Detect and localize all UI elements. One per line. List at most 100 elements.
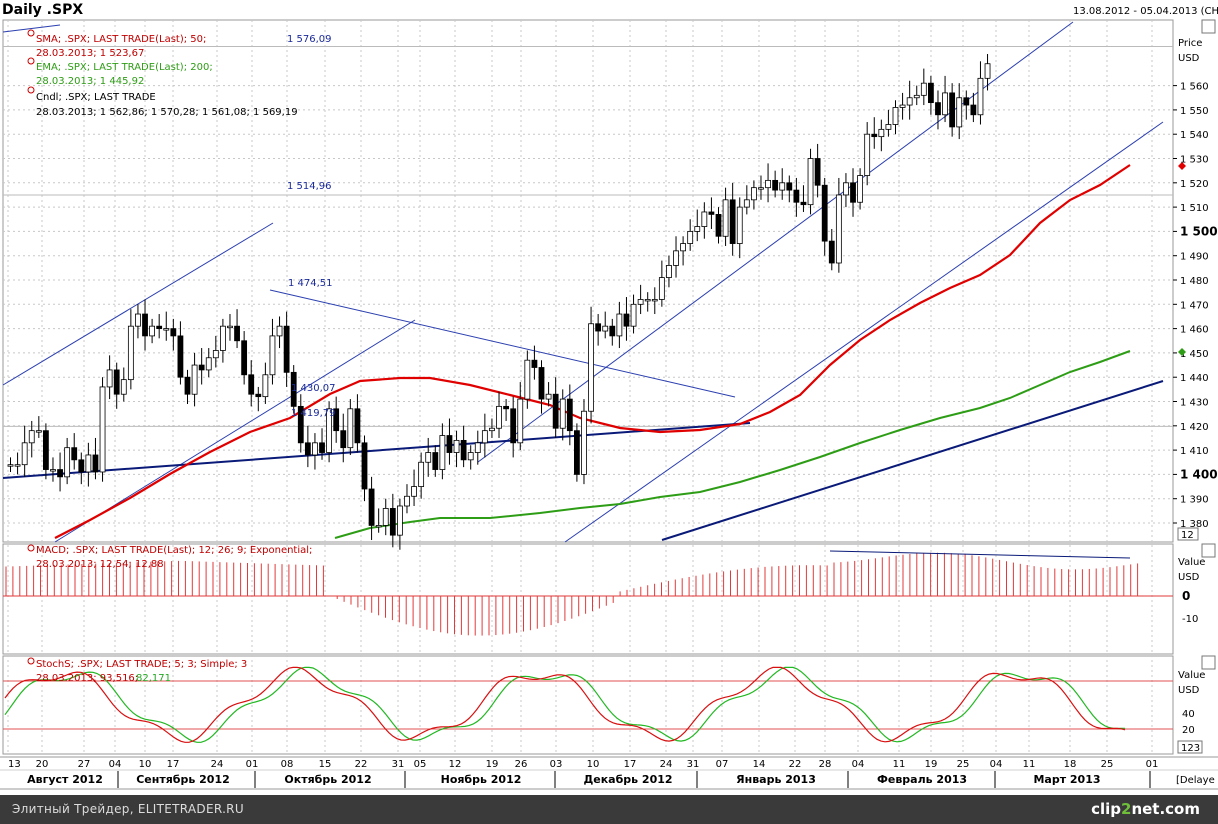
date-tick-label: 04 xyxy=(990,759,1003,770)
candle-body xyxy=(418,461,425,487)
candle-body xyxy=(510,408,517,444)
price-axis-unit: USD xyxy=(1178,53,1200,64)
candle-body xyxy=(396,505,403,536)
candle-body xyxy=(219,325,226,351)
price-tick-label: 1 520 xyxy=(1180,179,1209,190)
channel-line xyxy=(2,24,61,33)
candle-body xyxy=(333,408,340,432)
footer-bar: Элитный Трейдер, ELITETRADER.RU clip2net… xyxy=(0,795,1218,824)
date-tick-label: 10 xyxy=(139,759,152,770)
candle-body xyxy=(651,299,658,302)
candle-body xyxy=(92,454,99,473)
level-1474: 1 474,51 xyxy=(288,278,333,289)
candle-body xyxy=(113,369,120,395)
candle-body xyxy=(106,369,113,388)
candle-body xyxy=(736,206,743,244)
price-tick-label: 1 480 xyxy=(1180,276,1209,287)
price-tick-label: 1 450 xyxy=(1180,349,1209,360)
stoch-legend-line2a: 28.03.2013; 93,516; xyxy=(36,673,138,684)
candle-body xyxy=(184,376,191,395)
date-tick-label: 24 xyxy=(211,759,224,770)
macd-tick-label: 0 xyxy=(1182,589,1190,603)
grid-lines xyxy=(3,20,1173,754)
month-label: Сентябрь 2012 xyxy=(136,773,230,786)
date-range: 13.08.2012 - 05.04.2013 (CHG xyxy=(1073,6,1218,17)
candle-body xyxy=(135,313,141,327)
candle-body xyxy=(913,94,920,99)
candle-body xyxy=(637,299,644,305)
price-tick-label: 1 400 xyxy=(1180,467,1218,481)
candle-body xyxy=(779,182,786,191)
price-tick-label: 1 440 xyxy=(1180,373,1209,384)
candle-body xyxy=(715,213,722,237)
candle-body xyxy=(850,182,856,203)
date-tick-label: 25 xyxy=(957,759,970,770)
macd-tick-label: -10 xyxy=(1182,614,1198,625)
candle-body xyxy=(708,211,715,215)
date-tick-label: 20 xyxy=(36,759,49,770)
candle-body xyxy=(71,447,78,461)
candle-body xyxy=(765,179,771,189)
date-tick-label: 26 xyxy=(515,759,528,770)
date-tick-label: 28 xyxy=(819,759,832,770)
candle-body xyxy=(347,408,354,449)
sma-last-marker xyxy=(1178,162,1186,170)
date-tick-label: 10 xyxy=(587,759,600,770)
candle-body xyxy=(85,454,92,473)
macd-scale-box[interactable] xyxy=(1177,527,1199,541)
macd-expand-box[interactable] xyxy=(1201,543,1216,558)
macd-legend-line1: MACD; .SPX; LAST TRADE(Last); 12; 26; 9;… xyxy=(36,545,312,556)
candle-body xyxy=(389,508,396,536)
candle-body xyxy=(198,364,205,371)
price-tick-label: 1 380 xyxy=(1180,519,1209,530)
candle-body xyxy=(404,495,410,507)
clip2net-suffix: net.com xyxy=(1131,800,1200,818)
level-1514: 1 514,96 xyxy=(287,181,332,192)
candle-body xyxy=(35,430,42,433)
macd-legend: MACD; .SPX; LAST TRADE(Last); 12; 26; 9;… xyxy=(27,544,312,570)
date-tick-label: 18 xyxy=(1064,759,1077,770)
stoch-legend: StochS; .SPX; LAST TRADE; 5; 3; Simple; … xyxy=(27,657,247,684)
candle-body xyxy=(212,350,219,359)
clip2net-logo[interactable]: clip2net.com xyxy=(1091,800,1200,818)
date-tick-label: 27 xyxy=(78,759,91,770)
candle-body xyxy=(942,92,948,116)
macd-panel[interactable] xyxy=(2,543,1174,655)
channel-line xyxy=(564,121,1164,543)
ema-legend-line2: 28.03.2013; 1 445,92 xyxy=(36,76,144,87)
candle-body xyxy=(843,182,849,196)
stoch-scale-box[interactable] xyxy=(1177,740,1203,754)
stoch-tick-label: 20 xyxy=(1182,725,1195,736)
date-tick-label: 01 xyxy=(1146,759,1159,770)
stoch-panel[interactable] xyxy=(2,655,1174,755)
clip2net-two: 2 xyxy=(1121,800,1132,818)
month-label: Январь 2013 xyxy=(736,773,816,786)
price-tick-label: 1 390 xyxy=(1180,495,1209,506)
candle-body xyxy=(326,408,333,453)
candle-body xyxy=(28,430,35,444)
candles xyxy=(7,54,991,550)
candle-body xyxy=(956,97,963,128)
date-tick-label: 17 xyxy=(167,759,180,770)
candle-body xyxy=(687,231,694,244)
candle-body xyxy=(517,398,524,444)
price-tick-label: 1 550 xyxy=(1180,106,1209,117)
candle-body xyxy=(312,442,318,456)
candle-body xyxy=(43,430,49,470)
candle-body xyxy=(935,102,941,116)
cndl-legend-line1: Cndl; .SPX; LAST TRADE xyxy=(36,92,156,103)
candle-body xyxy=(566,398,573,432)
price-tick-label: 1 540 xyxy=(1180,130,1209,141)
candle-body xyxy=(297,405,304,444)
footer-source: Элитный Трейдер, ELITETRADER.RU xyxy=(12,802,244,816)
price-panel[interactable] xyxy=(2,19,1174,543)
candle-body xyxy=(248,374,255,395)
date-tick-label: 15 xyxy=(319,759,332,770)
candle-body xyxy=(595,323,602,332)
price-tick-label: 1 530 xyxy=(1180,155,1209,166)
candle-body xyxy=(609,325,616,337)
price-tick-label: 1 510 xyxy=(1180,203,1209,214)
price-expand-box[interactable] xyxy=(1201,19,1216,34)
stoch-expand-box[interactable] xyxy=(1201,655,1216,670)
